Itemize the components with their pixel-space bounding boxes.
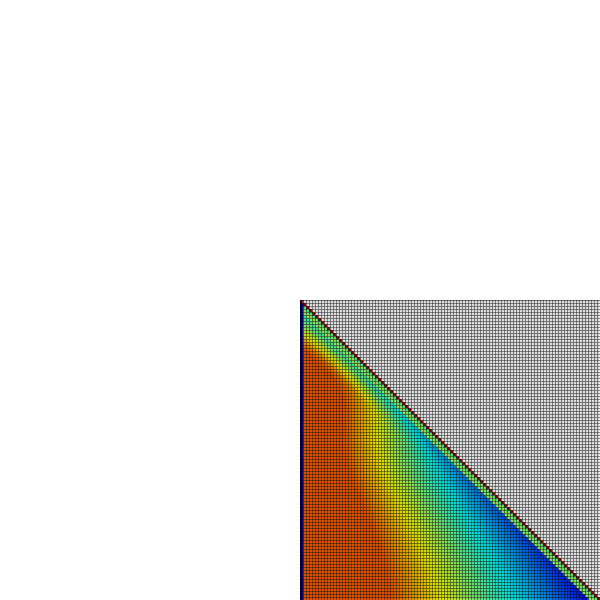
matrix-heatmap	[300, 300, 600, 600]
